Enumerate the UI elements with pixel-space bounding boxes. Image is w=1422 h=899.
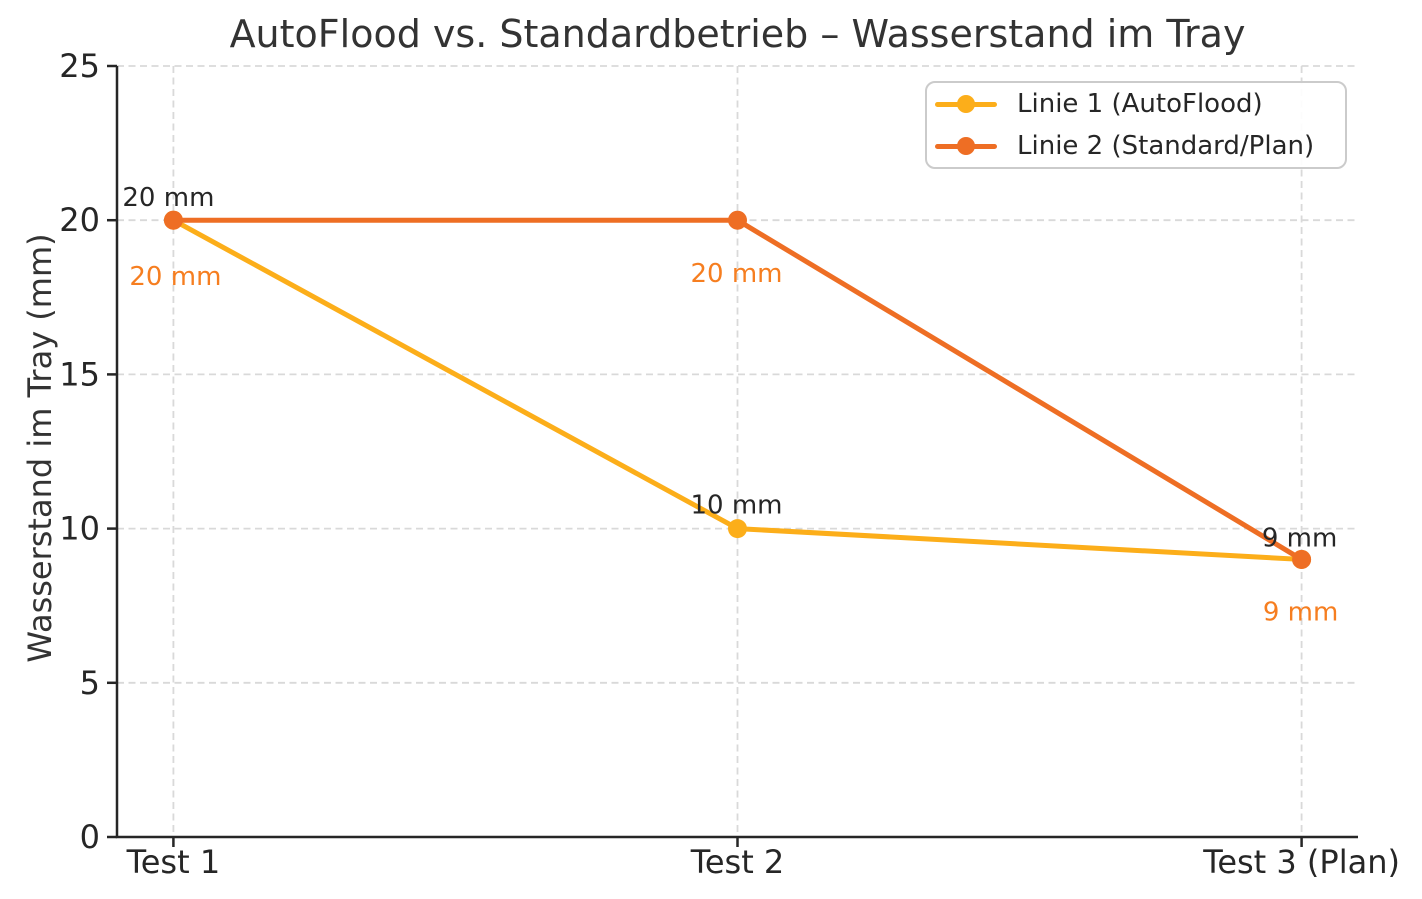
series-marker-2	[1292, 549, 1312, 569]
data-label: 9 mm	[1263, 597, 1338, 627]
y-tick-label: 25	[59, 47, 100, 85]
x-tick-label: Test 1	[126, 843, 221, 881]
data-label: 20 mm	[690, 259, 782, 289]
x-tick-label: Test 2	[690, 843, 785, 881]
x-tick-label: Test 3 (Plan)	[1202, 843, 1400, 881]
data-label: 10 mm	[690, 491, 782, 521]
legend-marker-dot-2	[957, 137, 975, 155]
data-label: 20 mm	[122, 183, 214, 213]
series-marker-1	[728, 519, 747, 539]
y-tick-label: 5	[80, 664, 100, 702]
legend-label-linie-1: Linie 1 (AutoFlood)	[1017, 89, 1263, 119]
legend-marker-dot-1	[957, 95, 975, 113]
legend-label-linie-2: Linie 2 (Standard/Plan)	[1017, 131, 1315, 161]
chart-title: AutoFlood vs. Standardbetrieb – Wasserst…	[229, 12, 1246, 56]
legend-sample-line-1	[935, 95, 997, 113]
legend-sample-line-2	[935, 137, 997, 155]
data-label: 20 mm	[129, 262, 221, 292]
y-tick-label: 10	[59, 510, 100, 548]
legend-row-linie-1: Linie 1 (AutoFlood)	[935, 83, 1345, 125]
y-tick-label: 15	[59, 355, 100, 393]
legend: Linie 1 (AutoFlood) Linie 2 (Standard/Pl…	[925, 81, 1347, 169]
data-label: 9 mm	[1262, 523, 1337, 553]
y-tick-label: 20	[59, 201, 100, 239]
legend-row-linie-2: Linie 2 (Standard/Plan)	[935, 125, 1345, 167]
y-tick-label: 0	[80, 818, 100, 856]
series-marker-2	[163, 210, 183, 230]
series-marker-2	[728, 210, 747, 230]
